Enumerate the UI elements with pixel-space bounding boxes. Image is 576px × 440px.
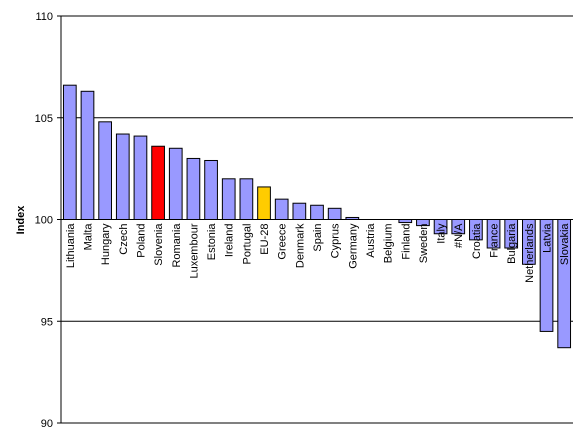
category-label: Portugal [241,224,253,265]
y-axis-title: Index [15,205,27,235]
category-label: Spain [312,224,324,252]
bar [115,133,130,220]
category-label: Finland [400,224,412,260]
bar [239,178,254,221]
bar [204,159,218,220]
y-tick-label: 110 [35,11,53,23]
category-label: Bulgaria [506,223,518,264]
bar [327,207,342,220]
bars [62,84,572,349]
bar [221,178,236,221]
category-label: Romania [171,223,183,268]
category-label: Germany [347,223,359,269]
category-label: Netherlands [524,223,536,283]
category-label: Austria [365,223,377,258]
category-labels: Lithuania Malta Hungary Czech Poland Slovenia… [65,223,571,283]
bar [310,204,324,221]
bar [292,202,307,221]
category-label: Hungary [100,223,112,265]
axes [57,15,573,424]
bar [257,186,271,221]
category-label: Latvia [542,223,554,253]
category-label: Greece [277,224,289,260]
bar [168,147,183,220]
bar [98,121,112,220]
category-label: Czech [118,224,130,255]
y-tick-label: 105 [35,113,53,125]
category-label: Cyprus [330,223,342,258]
y-tick-label: 100 [35,215,53,227]
y-tick-labels: 90 95 100 105 110 [35,11,53,430]
category-label: Slovenia [153,223,165,266]
y-tick-label: 90 [41,418,53,430]
category-label: Italy [436,223,448,244]
category-label: Denmark [294,223,306,268]
category-label: Malta [82,223,94,251]
category-label: Luxembour [188,223,200,278]
category-label: EU-28 [259,224,271,255]
y-tick-label: 95 [41,316,53,328]
category-label: Ireland [224,224,236,258]
bar [62,84,77,220]
bar [80,90,95,220]
category-label: France [489,224,501,258]
category-label: #N/A [453,223,465,248]
category-label: Poland [135,224,147,258]
bar [186,157,201,220]
gridlines [61,15,573,322]
category-label: Croatia [471,223,483,259]
bar [274,198,289,220]
bar [151,145,165,221]
category-label: Estonia [206,223,218,261]
category-label: Sweden [418,224,430,264]
category-label: Slovakia [559,223,571,265]
category-label: Belgium [383,224,395,264]
category-label: Lithuania [65,223,77,269]
bar [133,135,148,220]
